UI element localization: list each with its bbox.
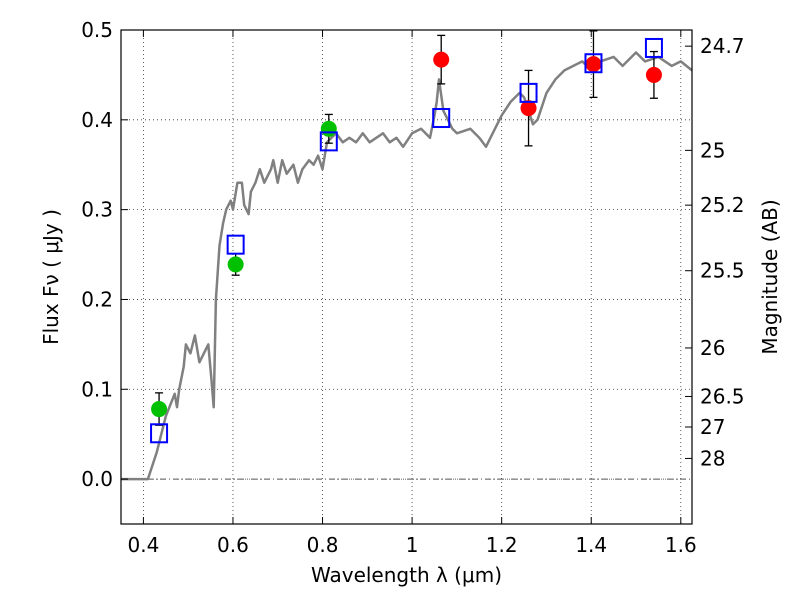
x-tick-label: 1.6 (665, 533, 697, 557)
data-point (433, 51, 450, 68)
x-tick-label: 0.6 (217, 533, 249, 557)
x-tick-label: 0.4 (127, 533, 159, 557)
data-layer (121, 30, 693, 481)
x-tick-label: 1.2 (486, 533, 518, 557)
data-point (320, 120, 337, 137)
ticks: 0.4 0.6 0.8 1 1.2 1.4 1.6 0.0 0.1 0.2 0.3 0.4 0.5 24.… (81, 18, 744, 557)
data-point (151, 401, 168, 418)
x-axis-label: Wavelength λ (μm) (311, 563, 502, 587)
x-tick-label: 1.4 (575, 533, 607, 557)
model-point (432, 108, 451, 129)
y-axis-label: Flux Fν ( μJy ) (39, 209, 63, 345)
right-tick-label: 26.5 (700, 384, 745, 408)
model-point (319, 131, 338, 152)
x-tick-label: 0.8 (307, 533, 339, 557)
model-point (644, 37, 663, 58)
data-point (645, 66, 662, 83)
right-tick-label: 27 (700, 415, 725, 439)
right-tick-label: 26 (700, 336, 725, 360)
right-tick-label: 25 (700, 138, 725, 162)
spectrum-line (121, 51, 693, 481)
y-tick-label: 0.4 (81, 108, 113, 132)
y-tick-label: 0.3 (81, 198, 113, 222)
right-tick-label: 24.7 (700, 34, 745, 58)
right-tick-label: 25.5 (700, 259, 745, 283)
model-point (226, 234, 245, 255)
x-tick-label: 1 (406, 533, 419, 557)
y-tick-label: 0.2 (81, 287, 113, 311)
data-point (520, 100, 537, 117)
data-point (585, 56, 602, 73)
model-point (150, 423, 169, 444)
y-tick-label: 0.0 (81, 467, 113, 491)
data-point (227, 256, 244, 273)
right-tick-label: 25.2 (700, 193, 745, 217)
plot-frame (120, 29, 693, 525)
y-tick-label: 0.1 (81, 377, 113, 401)
y-tick-label: 0.5 (81, 18, 113, 42)
model-point (519, 82, 538, 103)
right-tick-label: 28 (700, 446, 725, 470)
model-point (584, 53, 603, 74)
right-axis-label: Magnitude (AB) (758, 199, 782, 354)
